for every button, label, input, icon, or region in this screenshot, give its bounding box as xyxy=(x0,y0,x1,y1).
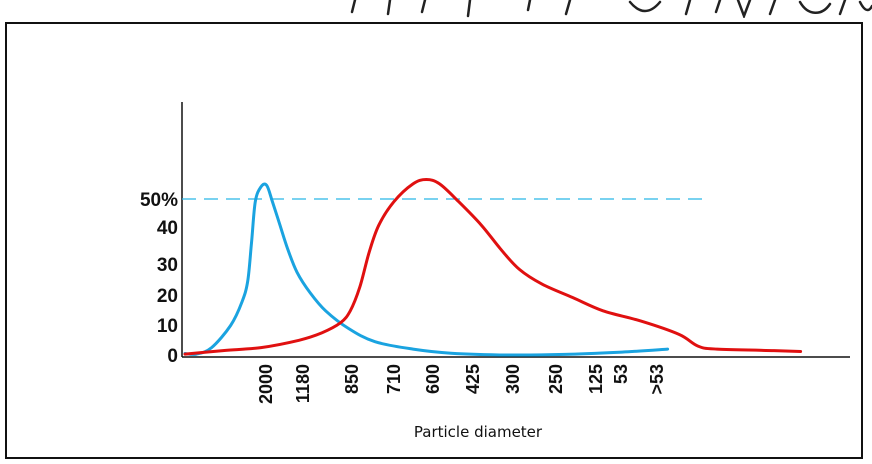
y-tick-label: 10 xyxy=(157,316,178,337)
y-tick-labels: 0 10 20 30 40 50% xyxy=(140,190,178,367)
y-tick-label: 30 xyxy=(157,255,178,276)
header-fragment-marks xyxy=(350,0,872,18)
y-tick-label: 0 xyxy=(167,346,178,367)
x-tick-labels: 2000 1180 850 710 600 425 300 250 125 53 >53 xyxy=(256,364,667,404)
x-tick-label: 600 xyxy=(423,364,443,394)
x-tick-label: 53 xyxy=(611,364,631,384)
figure-frame xyxy=(5,22,863,459)
y-tick-label: 40 xyxy=(157,218,178,239)
axes xyxy=(181,102,850,358)
x-tick-label: 2000 xyxy=(256,364,276,404)
cropped-header-fragment xyxy=(350,0,872,18)
x-tick-label: 710 xyxy=(384,364,404,394)
x-tick-label: 850 xyxy=(342,364,362,394)
x-tick-label: 250 xyxy=(546,364,566,394)
series-line-2 xyxy=(183,178,803,356)
x-tick-label: >53 xyxy=(647,364,667,395)
x-axis-label: Particle diameter xyxy=(414,423,543,441)
series-line-1 xyxy=(183,182,670,357)
x-tick-label: 300 xyxy=(503,364,523,394)
x-tick-label: 425 xyxy=(463,364,483,394)
x-tick-label: 125 xyxy=(586,364,606,394)
y-tick-label: 20 xyxy=(157,286,178,307)
x-tick-label: 1180 xyxy=(293,364,313,403)
y-tick-label: 50% xyxy=(140,190,178,211)
series-lines xyxy=(183,178,803,357)
